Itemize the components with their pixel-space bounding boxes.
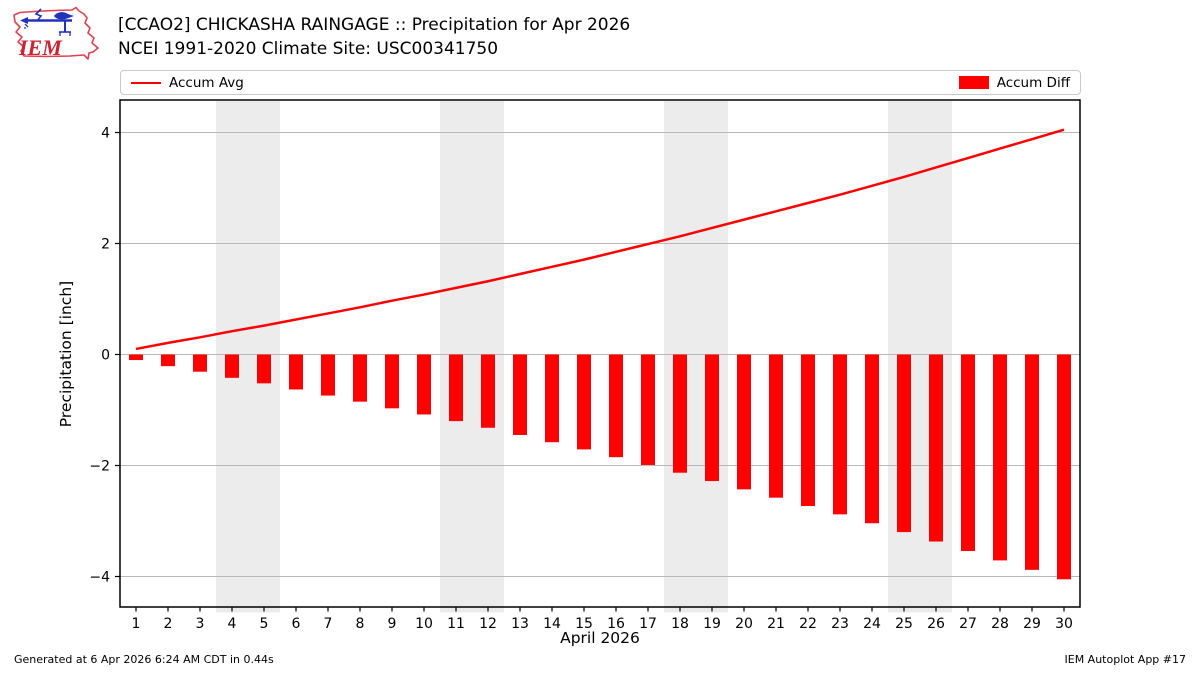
x-tick-label: 12 (479, 616, 497, 632)
x-tick-label: 9 (388, 616, 397, 632)
accum-diff-bar (641, 354, 655, 465)
accum-diff-bar (737, 354, 751, 490)
app-credit: IEM Autoplot App #17 (1064, 653, 1187, 666)
y-tick-label: −2 (89, 459, 110, 475)
x-tick-label: 25 (895, 616, 913, 632)
accum-diff-bar (417, 354, 431, 415)
x-tick-label: 22 (799, 616, 817, 632)
x-tick-label: 3 (196, 616, 205, 632)
accum-diff-bar (129, 354, 143, 361)
accum-diff-bar (257, 354, 271, 384)
y-tick-label: 4 (101, 126, 110, 142)
y-tick-label: 2 (101, 237, 110, 253)
accum-diff-bar (289, 354, 303, 390)
accum-diff-bar (161, 354, 175, 367)
x-tick-label: 11 (447, 616, 465, 632)
x-tick-label: 28 (991, 616, 1009, 632)
y-tick-label: 0 (101, 348, 110, 364)
accum-diff-bar (865, 354, 879, 524)
x-axis-title: April 2026 (560, 629, 640, 647)
iem-logo: IEM (13, 6, 99, 60)
accum-diff-bar (1057, 354, 1071, 580)
legend: Accum Avg Accum Diff (120, 70, 1081, 95)
x-tick-label: 16 (607, 616, 625, 632)
accum-diff-bar (577, 354, 591, 450)
x-tick-label: 14 (543, 616, 561, 632)
accum-diff-bar (897, 354, 911, 533)
x-tick-label: 10 (415, 616, 433, 632)
accum-diff-bar-swatch (958, 76, 989, 89)
chart-subtitle: NCEI 1991-2020 Climate Site: USC00341750 (118, 39, 499, 59)
x-tick-label: 6 (292, 616, 301, 632)
x-tick-label: 19 (703, 616, 721, 632)
accum-avg-line-swatch (131, 81, 161, 84)
chart-title: [CCAO2] CHICKASHA RAINGAGE :: Precipitat… (118, 15, 631, 35)
x-tick-label: 23 (831, 616, 849, 632)
accum-diff-bar (481, 354, 495, 428)
x-tick-label: 18 (671, 616, 689, 632)
accum-diff-bar (321, 354, 335, 396)
x-tick-label: 17 (639, 616, 657, 632)
x-tick-label: 1 (132, 616, 141, 632)
accum-avg-line (135, 128, 1065, 351)
accum-diff-bar (385, 354, 399, 409)
accum-diff-bar (609, 354, 623, 458)
x-tick-label: 5 (260, 616, 269, 632)
generated-timestamp: Generated at 6 Apr 2026 6:24 AM CDT in 0… (14, 653, 274, 666)
header-titles: [CCAO2] CHICKASHA RAINGAGE :: Precipitat… (118, 13, 630, 61)
x-tick-label: 27 (959, 616, 977, 632)
x-tick-label: 20 (735, 616, 753, 632)
accum-avg-label: Accum Avg (169, 74, 244, 91)
weather-vane-icon (20, 8, 74, 36)
accum-diff-bar (545, 354, 559, 443)
plot-border (119, 99, 1081, 608)
logo-iem-text: IEM (18, 35, 63, 60)
accum-diff-bar (1025, 354, 1039, 570)
accum-diff-bar (961, 354, 975, 551)
x-tick-label: 4 (228, 616, 237, 632)
y-tick-label: −4 (89, 570, 110, 586)
accum-diff-bar (193, 354, 207, 372)
accum-diff-bar (929, 354, 943, 542)
accum-diff-bar (353, 354, 367, 402)
accum-diff-bar (673, 354, 687, 473)
accum-diff-label: Accum Diff (996, 74, 1070, 91)
x-tick-label: 13 (511, 616, 529, 632)
x-tick-label: 30 (1055, 616, 1073, 632)
legend-item-accum-avg: Accum Avg (121, 75, 254, 91)
legend-item-accum-diff: Accum Diff (949, 75, 1080, 91)
x-tick-label: 26 (927, 616, 945, 632)
x-tick-label: 8 (356, 616, 365, 632)
accum-diff-bar (705, 354, 719, 482)
x-tick-label: 2 (164, 616, 173, 632)
accum-diff-bar (993, 354, 1007, 561)
accum-diff-bar (801, 354, 815, 507)
accum-diff-bar (833, 354, 847, 515)
accum-diff-bar (513, 354, 527, 435)
x-tick-label: 7 (324, 616, 333, 632)
x-tick-label: 29 (1023, 616, 1041, 632)
accum-diff-bar (225, 354, 239, 378)
y-axis-title: Precipitation [inch] (57, 280, 75, 428)
x-tick-label: 21 (767, 616, 785, 632)
accum-diff-bar (769, 354, 783, 498)
x-tick-label: 15 (575, 616, 593, 632)
accum-diff-bar (449, 354, 463, 422)
x-tick-label: 24 (863, 616, 881, 632)
